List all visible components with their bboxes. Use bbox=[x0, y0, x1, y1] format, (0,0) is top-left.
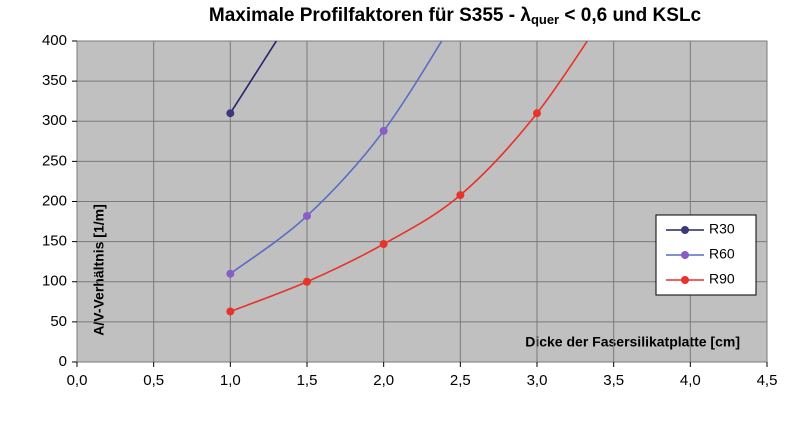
y-tick-label: 350 bbox=[42, 72, 67, 89]
title-main: Maximale Profilfaktoren für S355 - λ bbox=[209, 5, 531, 26]
data-point bbox=[533, 109, 541, 118]
legend-label: R90 bbox=[709, 271, 735, 287]
y-tick-label: 250 bbox=[42, 152, 67, 169]
data-point bbox=[303, 211, 311, 220]
y-tick-label: 200 bbox=[42, 192, 67, 209]
x-tick-label: 1,5 bbox=[297, 372, 318, 389]
series-line bbox=[229, 41, 443, 275]
data-point bbox=[226, 269, 235, 278]
y-axis-label: A/V-Verhältnis [1/m] bbox=[91, 204, 107, 335]
y-tick-label: 50 bbox=[50, 313, 67, 330]
data-point bbox=[303, 277, 311, 286]
series-line bbox=[230, 41, 589, 313]
x-axis-label: Dicke der Fasersilikatplatte [cm] bbox=[525, 334, 740, 350]
x-tick-label: 1,0 bbox=[220, 372, 241, 389]
y-tick-label: 0 bbox=[59, 353, 67, 370]
x-tick-label: 3,5 bbox=[603, 372, 624, 389]
data-point bbox=[226, 307, 235, 316]
x-tick-label: 4,0 bbox=[680, 372, 701, 389]
data-point bbox=[379, 126, 388, 135]
legend-marker bbox=[681, 276, 689, 284]
chart-title: Maximale Profilfaktoren für S355 - λquer… bbox=[209, 5, 702, 27]
y-tick-label: 300 bbox=[42, 112, 67, 129]
x-tick-label: 0,0 bbox=[67, 372, 88, 389]
x-tick-label: 0,5 bbox=[143, 372, 164, 389]
data-point bbox=[379, 240, 388, 249]
legend-label: R30 bbox=[709, 221, 735, 237]
series-line bbox=[229, 41, 278, 114]
legend bbox=[655, 214, 757, 296]
legend-marker bbox=[681, 226, 689, 234]
y-tick-label: 400 bbox=[42, 32, 67, 49]
x-tick-label: 3,0 bbox=[527, 372, 548, 389]
data-point bbox=[456, 191, 465, 200]
y-tick-label: 100 bbox=[42, 273, 67, 290]
data-point bbox=[226, 109, 235, 118]
legend-marker bbox=[681, 251, 689, 259]
x-tick-label: 2,0 bbox=[373, 372, 394, 389]
series-group bbox=[226, 41, 589, 316]
x-tick-label: 4,5 bbox=[757, 372, 778, 389]
title-subscript: quer bbox=[531, 12, 559, 27]
y-tick-label: 150 bbox=[42, 233, 67, 250]
legend-label: R60 bbox=[709, 246, 735, 262]
x-tick-label: 2,5 bbox=[450, 372, 471, 389]
title-rest: < 0,6 und KSLc bbox=[559, 5, 701, 26]
